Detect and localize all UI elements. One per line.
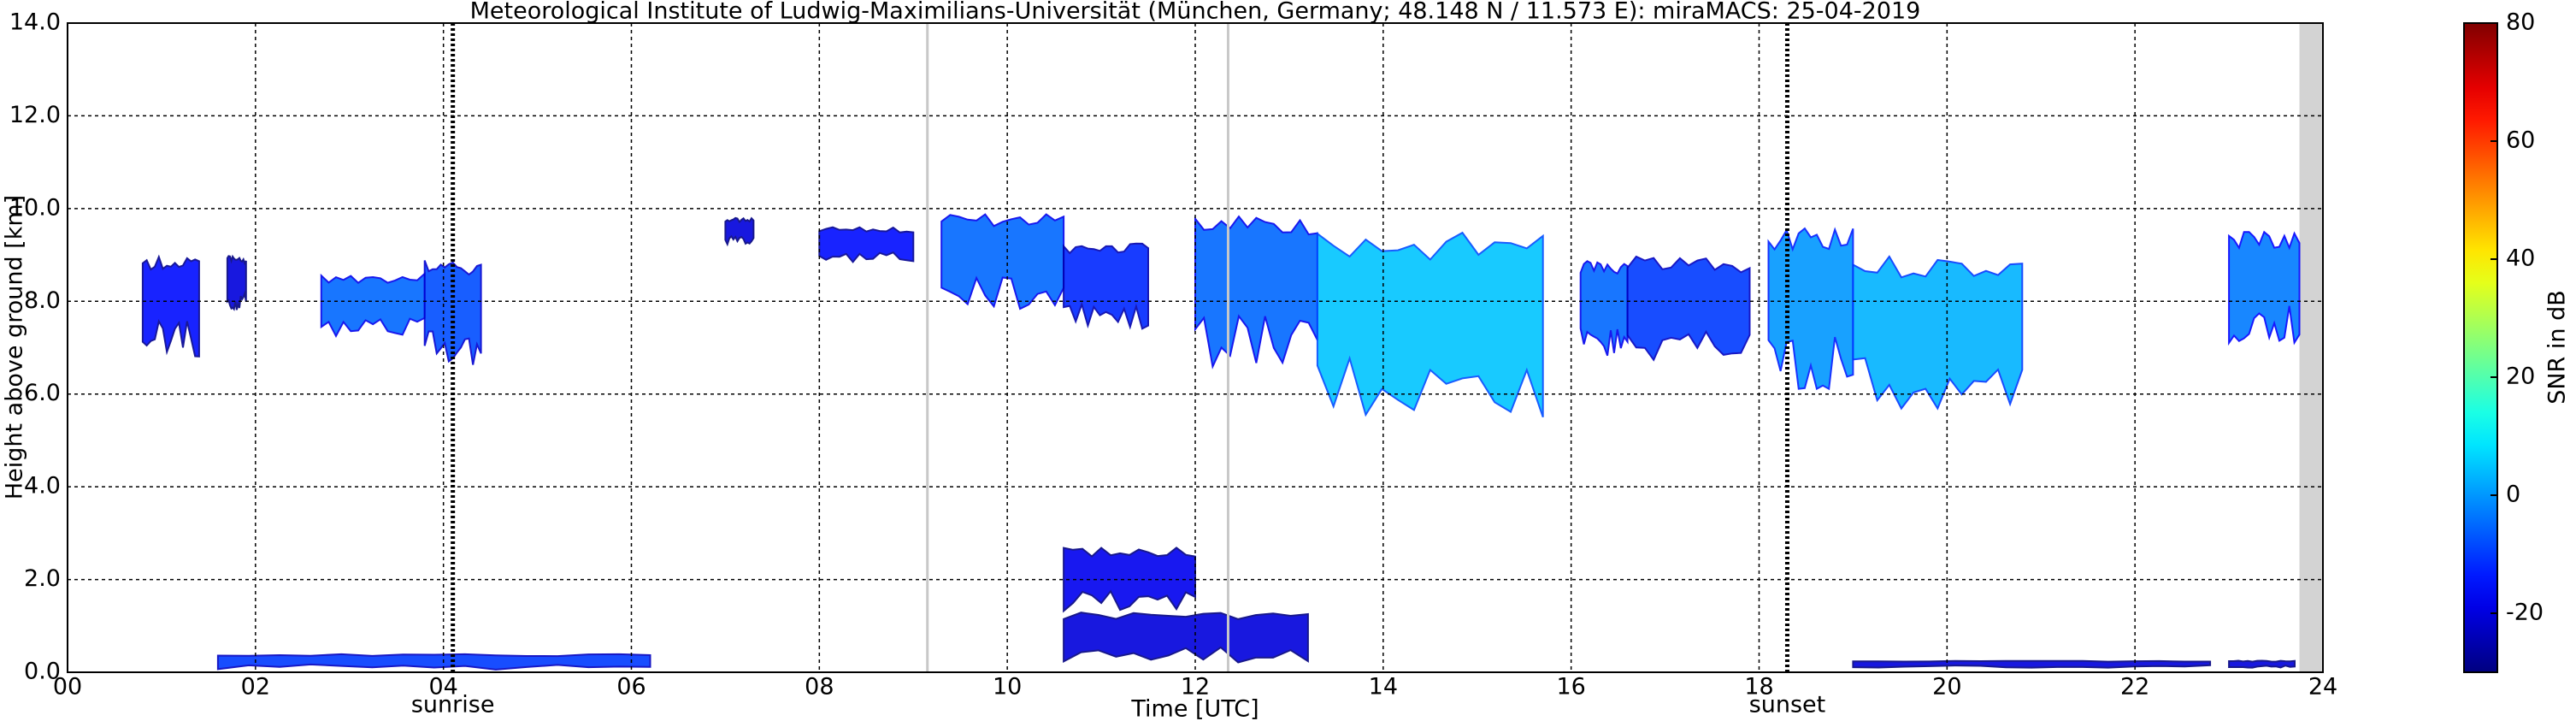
- chart-title: Meteorological Institute of Ludwig-Maxim…: [470, 0, 1921, 25]
- radar-echo: [216, 653, 651, 671]
- y-tick-label: 4.0: [24, 473, 61, 499]
- colorbar-label: SNR in dB: [2544, 290, 2571, 405]
- colorbar-tick-label: 80: [2506, 9, 2535, 36]
- x-tick-label: 22: [2120, 674, 2149, 700]
- radar-echo: [2228, 659, 2296, 669]
- radar-echo: [1194, 215, 1318, 369]
- y-tick-label: 2.0: [24, 565, 61, 592]
- radar-echo: [1626, 255, 1751, 362]
- y-tick-label: 10.0: [9, 194, 61, 221]
- x-tick-label: 16: [1556, 674, 1585, 700]
- x-tick-label: 18: [1744, 674, 1773, 700]
- plot-frame: [67, 22, 2324, 673]
- event-label: sunrise: [411, 692, 495, 718]
- x-tick-label: 14: [1369, 674, 1398, 700]
- colorbar: [2463, 22, 2498, 673]
- x-tick-label: 04: [428, 674, 457, 700]
- radar-echo: [1579, 260, 1629, 357]
- radar-echo: [724, 216, 755, 247]
- radar-echo: [818, 226, 915, 263]
- radar-echo: [1852, 255, 2024, 411]
- radar-echo: [2228, 230, 2301, 346]
- radar-echo: [1852, 659, 2212, 669]
- radar-echo: [226, 254, 247, 311]
- x-tick-label: 12: [1181, 674, 1210, 700]
- radar-echo: [1316, 231, 1544, 418]
- x-tick-label: 02: [241, 674, 270, 700]
- no-data-region: [2299, 23, 2323, 672]
- radar-echo: [320, 271, 426, 339]
- y-tick-label: 0.0: [24, 659, 61, 685]
- colorbar-tick-label: -20: [2506, 600, 2544, 626]
- x-tick-label: 20: [1932, 674, 1961, 700]
- colorbar-tick-label: 60: [2506, 127, 2535, 154]
- x-axis-label: Time [UTC]: [1130, 696, 1259, 723]
- x-tick-label: 00: [53, 674, 82, 700]
- y-tick-label: 14.0: [9, 9, 61, 36]
- event-label: sunset: [1749, 692, 1826, 718]
- radar-echo: [1063, 242, 1149, 330]
- colorbar-tick-label: 20: [2506, 364, 2535, 390]
- radar-echo: [940, 213, 1065, 310]
- colorbar-tick-label: 40: [2506, 245, 2535, 272]
- y-tick-label: 8.0: [24, 287, 61, 314]
- radar-echo: [141, 254, 200, 358]
- y-axis-label: Height above ground [km]: [2, 195, 28, 499]
- y-tick-label: 6.0: [24, 380, 61, 406]
- x-tick-label: 06: [616, 674, 645, 700]
- x-tick-label: 24: [2308, 674, 2337, 700]
- radar-echo: [1063, 612, 1309, 664]
- y-tick-label: 12.0: [9, 102, 61, 128]
- colorbar-tick-label: 0: [2506, 482, 2520, 508]
- x-tick-label: 10: [993, 674, 1022, 700]
- radar-echo: [1767, 227, 1854, 391]
- x-tick-label: 08: [805, 674, 834, 700]
